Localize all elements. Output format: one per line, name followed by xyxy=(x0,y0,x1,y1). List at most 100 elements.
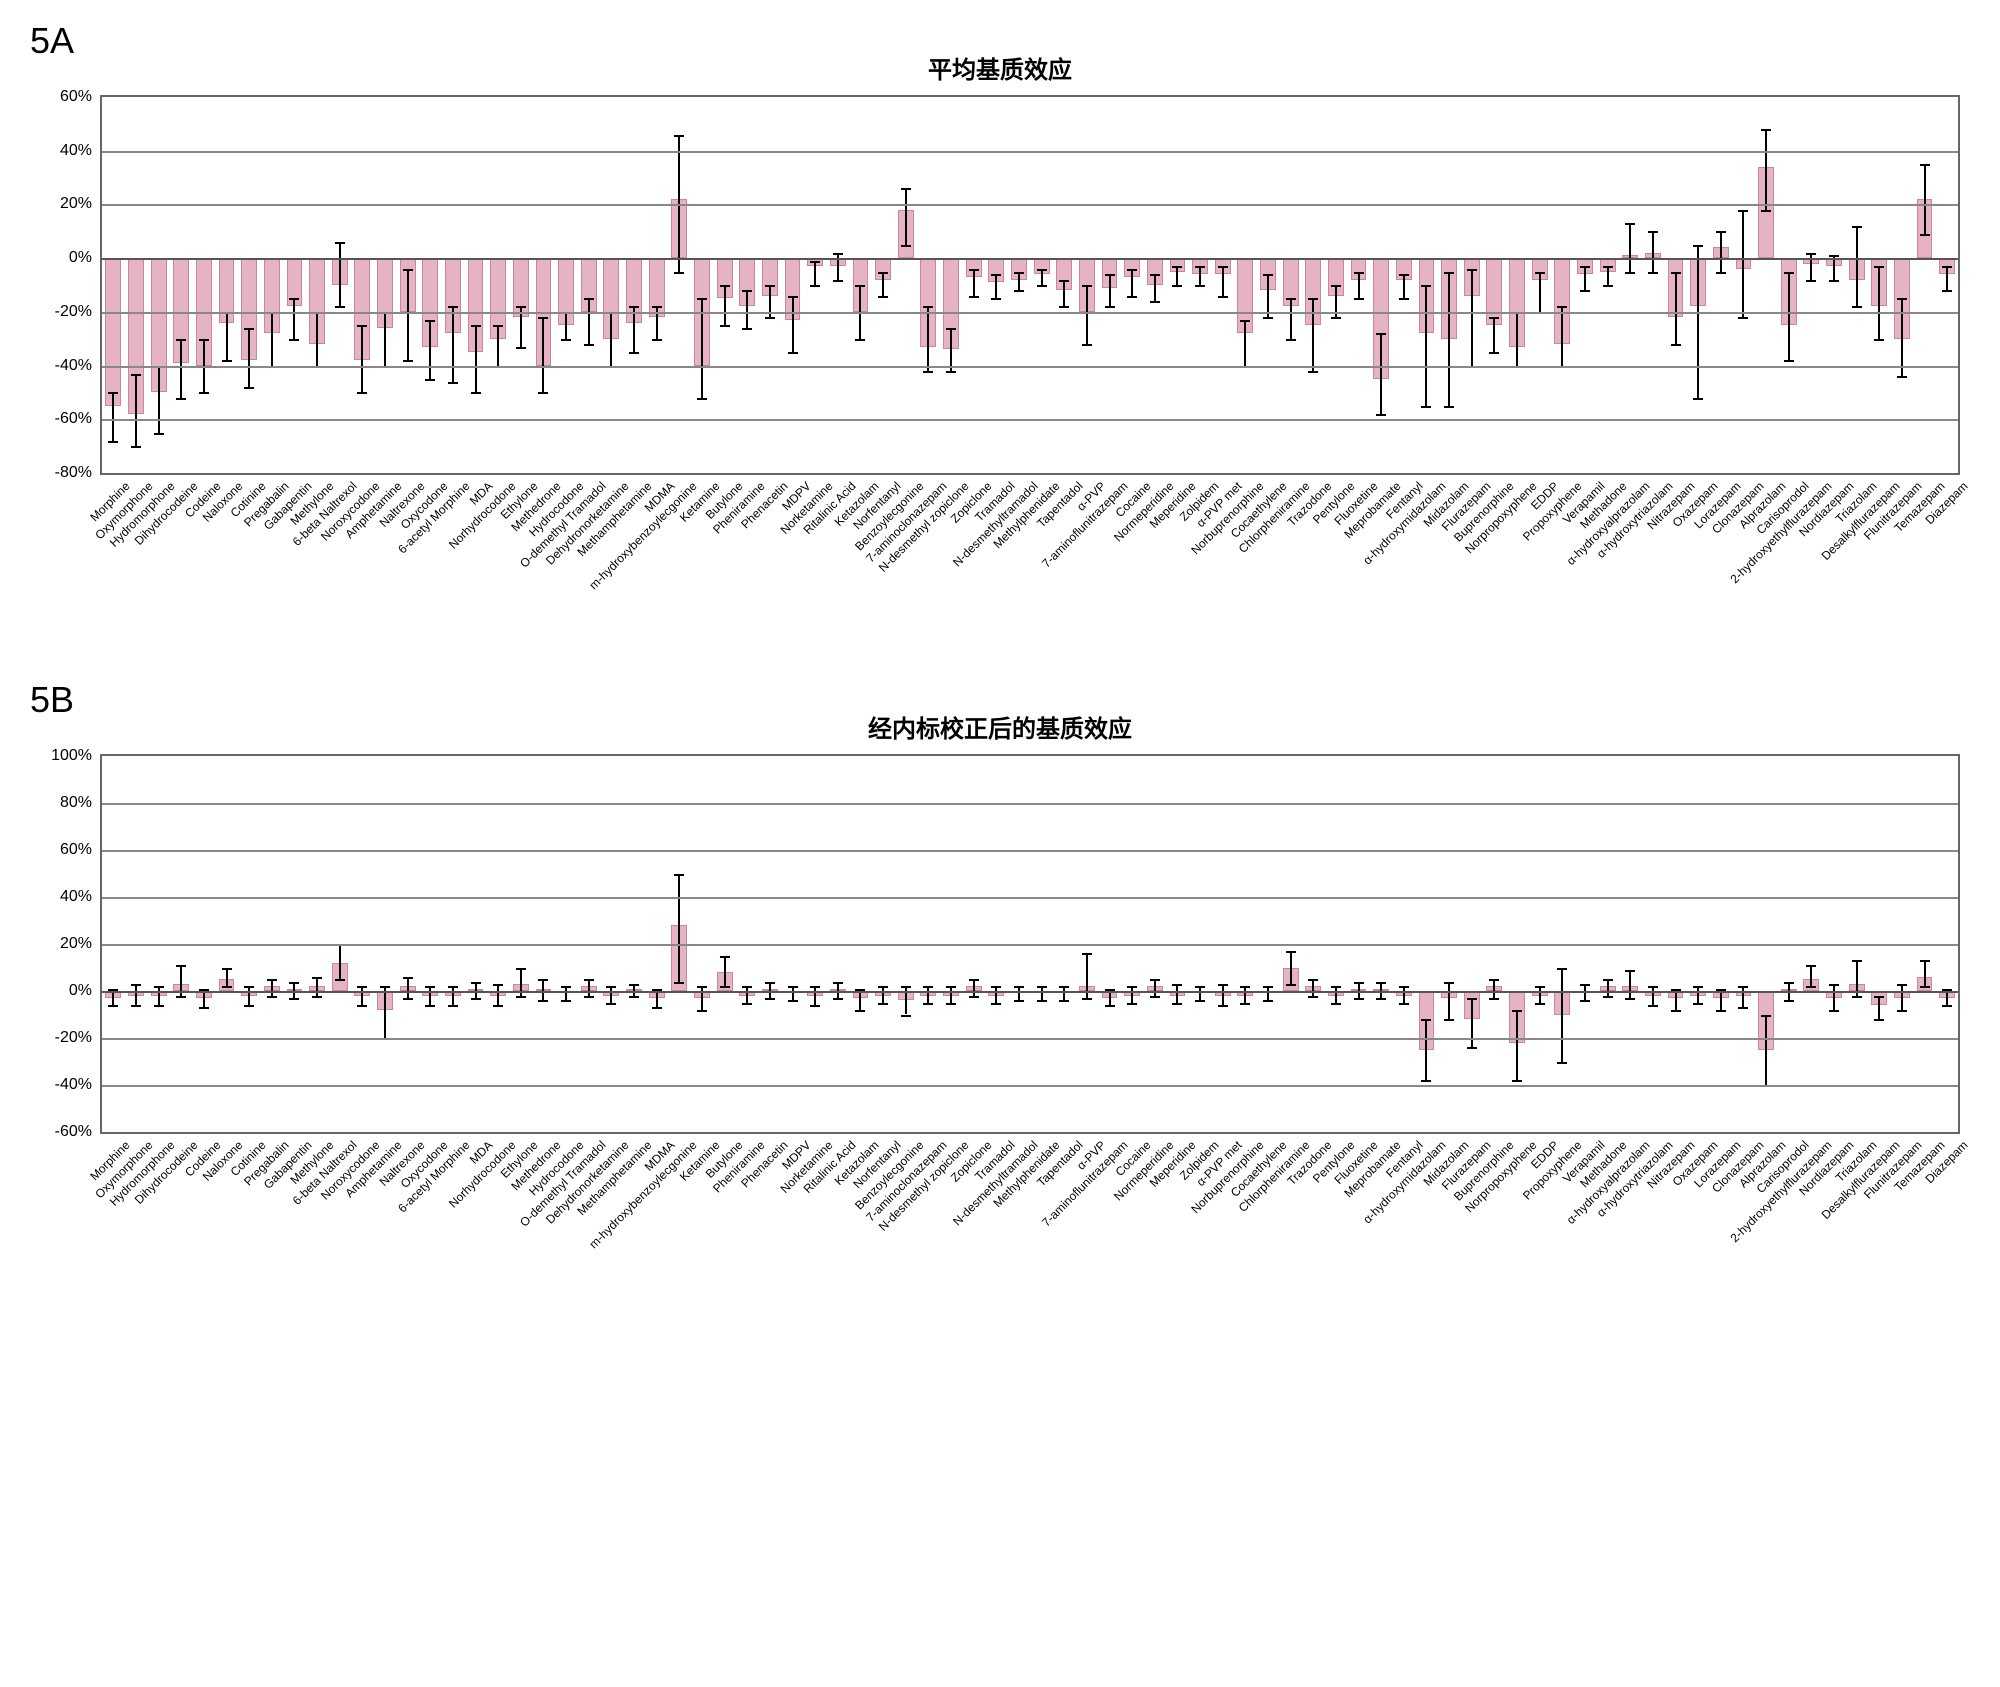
error-cap-high xyxy=(448,306,458,308)
error-cap-high xyxy=(1852,960,1862,962)
error-cap-low xyxy=(1897,1010,1907,1012)
error-bar xyxy=(407,977,409,998)
error-cap-high xyxy=(1716,231,1726,233)
error-cap-low xyxy=(1331,317,1341,319)
error-cap-low xyxy=(584,344,594,346)
error-bar xyxy=(1312,979,1314,995)
error-cap-high xyxy=(1738,986,1748,988)
error-cap-low xyxy=(1874,339,1884,341)
error-cap-low xyxy=(1852,996,1862,998)
error-cap-low xyxy=(720,325,730,327)
error-cap-high xyxy=(516,306,526,308)
error-bar xyxy=(1267,274,1269,317)
error-cap-high xyxy=(1082,953,1092,955)
error-bar xyxy=(1584,266,1586,290)
error-cap-low xyxy=(1806,280,1816,282)
error-bar xyxy=(1516,312,1518,366)
error-cap-low xyxy=(1444,406,1454,408)
error-cap-high xyxy=(1421,285,1431,287)
error-cap-high xyxy=(1761,129,1771,131)
error-cap-low xyxy=(629,996,639,998)
error-bar xyxy=(1380,982,1382,998)
error-cap-low xyxy=(923,1003,933,1005)
error-cap-high xyxy=(1037,986,1047,988)
error-cap-low xyxy=(946,371,956,373)
error-cap-low xyxy=(1082,344,1092,346)
error-cap-high xyxy=(674,135,684,137)
error-cap-low xyxy=(1399,1003,1409,1005)
bars-a xyxy=(102,97,1958,473)
error-cap-high xyxy=(1942,266,1952,268)
bar-slot xyxy=(736,97,759,473)
error-cap-low xyxy=(312,996,322,998)
error-cap-low xyxy=(1376,414,1386,416)
error-bar xyxy=(792,296,794,352)
gridline xyxy=(102,419,1958,421)
error-cap-high xyxy=(855,285,865,287)
bar-slot xyxy=(804,97,827,473)
error-cap-high xyxy=(946,986,956,988)
error-cap-low xyxy=(1059,1000,1069,1002)
error-cap-high xyxy=(969,979,979,981)
error-bar xyxy=(1788,272,1790,361)
error-cap-low xyxy=(1037,1000,1047,1002)
error-cap-high xyxy=(1489,979,1499,981)
error-cap-high xyxy=(1376,982,1386,984)
error-bar xyxy=(1403,274,1405,298)
error-bar xyxy=(1742,986,1744,1007)
error-bar xyxy=(973,269,975,296)
error-cap-low xyxy=(606,1003,616,1005)
bar-slot xyxy=(600,97,623,473)
error-bar xyxy=(226,968,228,987)
bar-slot xyxy=(464,97,487,473)
error-cap-low xyxy=(1105,1005,1115,1007)
error-bar xyxy=(112,392,114,440)
error-cap-high xyxy=(697,986,707,988)
bar-slot xyxy=(1800,97,1823,473)
gridline xyxy=(102,944,1958,946)
bar-slot xyxy=(1619,97,1642,473)
error-bar xyxy=(1041,986,1043,1000)
error-bar xyxy=(293,298,295,338)
error-cap-high xyxy=(991,274,1001,276)
error-cap-high xyxy=(1535,272,1545,274)
error-cap-low xyxy=(855,1010,865,1012)
bar-slot xyxy=(645,97,668,473)
bar-slot xyxy=(1891,97,1914,473)
error-bar xyxy=(316,312,318,366)
bar-slot xyxy=(827,97,850,473)
error-bar xyxy=(1765,1015,1767,1086)
bar-slot xyxy=(102,97,125,473)
error-cap-low xyxy=(154,433,164,435)
error-cap-low xyxy=(561,339,571,341)
bar-slot xyxy=(1121,97,1144,473)
error-bar xyxy=(1878,266,1880,339)
y-axis-b: -60%-40%-20%0%20%40%60%80%100% xyxy=(32,756,92,1132)
bar-slot xyxy=(1098,97,1121,473)
y-tick-label: -60% xyxy=(32,410,92,428)
error-cap-low xyxy=(946,1003,956,1005)
error-bar xyxy=(1131,269,1133,296)
error-cap-high xyxy=(923,306,933,308)
error-cap-high xyxy=(810,986,820,988)
error-cap-high xyxy=(1535,986,1545,988)
error-cap-high xyxy=(1331,285,1341,287)
error-cap-high xyxy=(742,290,752,292)
error-bar xyxy=(1561,306,1563,365)
error-cap-high xyxy=(425,986,435,988)
error-bar xyxy=(475,325,477,392)
error-cap-low xyxy=(176,996,186,998)
error-bar xyxy=(248,986,250,1005)
x-label-slot: 6-acetyl Morphine xyxy=(447,1138,473,1164)
error-cap-high xyxy=(1421,1019,1431,1021)
error-cap-low xyxy=(584,996,594,998)
error-bar xyxy=(1358,982,1360,998)
error-cap-high xyxy=(1218,984,1228,986)
error-cap-high xyxy=(629,984,639,986)
error-cap-high xyxy=(1829,255,1839,257)
error-cap-low xyxy=(1444,1019,1454,1021)
error-bar xyxy=(1086,285,1088,344)
error-cap-high xyxy=(1603,979,1613,981)
error-cap-high xyxy=(199,339,209,341)
error-cap-high xyxy=(878,986,888,988)
